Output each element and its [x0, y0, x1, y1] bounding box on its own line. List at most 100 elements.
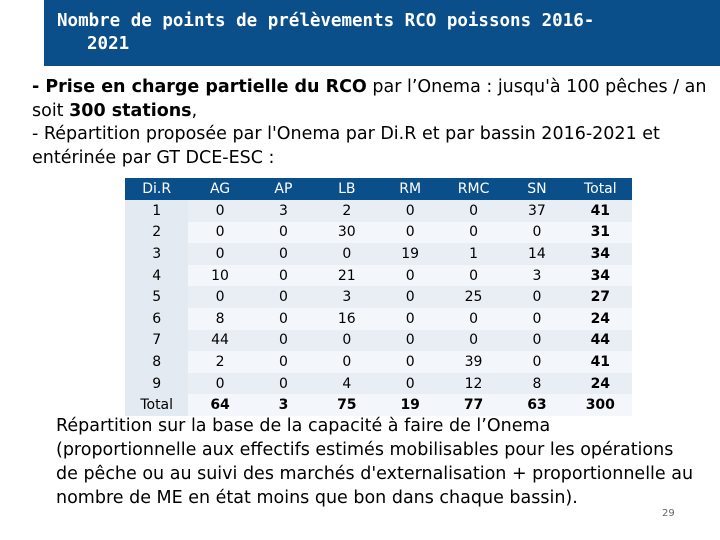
table-cell: 10 — [188, 264, 252, 287]
total-cell: 75 — [315, 394, 379, 416]
row-label: 8 — [125, 351, 189, 373]
table-row: 7 44 0 0 0 0 0 44 — [125, 329, 632, 352]
table-cell: 4 — [315, 372, 379, 395]
column-header-lb: LB — [315, 178, 379, 200]
table-cell: 0 — [378, 351, 442, 373]
table-cell: 0 — [251, 286, 316, 308]
row-label: 3 — [125, 243, 189, 265]
table-cell: 0 — [188, 286, 252, 308]
distribution-table-wrap: Di.R AG AP LB RM RMC SN Total 1 0 3 2 0 … — [125, 178, 632, 416]
table-cell: 44 — [188, 329, 252, 352]
table-cell: 0 — [441, 221, 506, 244]
table-cell: 0 — [441, 200, 506, 222]
table-row: 5 0 0 3 0 25 0 27 — [125, 286, 632, 308]
table-cell: 0 — [505, 221, 569, 244]
column-header-rm: RM — [378, 178, 442, 200]
row-total-cell: 34 — [568, 264, 632, 287]
table-cell: 0 — [441, 329, 506, 352]
intro-paragraph-2: - Répartition proposée par l'Onema par D… — [32, 124, 660, 168]
table-cell: 0 — [315, 351, 379, 373]
table-cell: 0 — [251, 351, 316, 373]
table-cell: 0 — [315, 243, 379, 265]
table-row: 2 0 0 30 0 0 0 31 — [125, 221, 632, 244]
total-row-label: Total — [125, 394, 189, 416]
slide-title-line-2: 2021 — [87, 34, 130, 54]
table-cell: 0 — [251, 372, 316, 395]
intro-bold-stations: 300 stations — [69, 100, 192, 121]
table-cell: 0 — [315, 329, 379, 352]
column-header-dir: Di.R — [125, 178, 189, 200]
table-cell: 0 — [378, 286, 442, 308]
table-cell: 0 — [505, 307, 569, 330]
table-cell: 8 — [188, 307, 252, 330]
column-header-sn: SN — [505, 178, 569, 200]
table-cell: 0 — [251, 329, 316, 352]
row-total-cell: 34 — [568, 243, 632, 265]
table-cell: 14 — [505, 243, 569, 265]
table-cell: 3 — [315, 286, 379, 308]
distribution-note: Répartition sur la base de la capacité à… — [56, 416, 694, 508]
table-cell: 0 — [188, 243, 252, 265]
row-label: 1 — [125, 200, 189, 222]
table-cell: 0 — [251, 264, 316, 287]
column-header-ag: AG — [188, 178, 252, 200]
table-cell: 0 — [378, 200, 442, 222]
table-cell: 8 — [505, 372, 569, 395]
total-cell: 64 — [188, 394, 252, 416]
table-cell: 0 — [378, 221, 442, 244]
page-number: 29 — [662, 508, 675, 519]
table-cell: 0 — [251, 243, 316, 265]
table-row: 3 0 0 0 19 1 14 34 — [125, 243, 632, 265]
table-cell: 0 — [378, 264, 442, 287]
table-cell: 19 — [378, 243, 442, 265]
table-cell: 0 — [251, 221, 316, 244]
table-row: 9 0 0 4 0 12 8 24 — [125, 372, 632, 395]
title-band: Nombre de points de prélèvements RCO poi… — [44, 0, 720, 66]
row-total-cell: 24 — [568, 372, 632, 395]
row-total-cell: 41 — [568, 351, 632, 373]
table-cell: 0 — [188, 372, 252, 395]
table-row: 4 10 0 21 0 0 3 34 — [125, 264, 632, 287]
intro-text: - Prise en charge partielle du RCO par l… — [32, 76, 712, 170]
intro-paragraph-1: - Prise en charge partielle du RCO par l… — [32, 76, 712, 123]
table-cell: 0 — [441, 307, 506, 330]
table-row: 8 2 0 0 0 39 0 41 — [125, 351, 632, 373]
table-cell: 0 — [505, 286, 569, 308]
row-total-cell: 27 — [568, 286, 632, 308]
table-cell: 3 — [251, 200, 316, 222]
total-cell: 77 — [441, 394, 506, 416]
table-header-row: Di.R AG AP LB RM RMC SN Total — [125, 178, 632, 200]
grand-total-cell: 300 — [568, 394, 632, 416]
table-cell: 2 — [315, 200, 379, 222]
total-cell: 19 — [378, 394, 442, 416]
slide-title-line-1: Nombre de points de prélèvements RCO poi… — [57, 11, 595, 31]
table-cell: 0 — [378, 307, 442, 330]
table-cell: 3 — [505, 264, 569, 287]
intro-text-b: , — [191, 100, 198, 121]
table-cell: 39 — [441, 351, 506, 373]
table-row: 6 8 0 16 0 0 0 24 — [125, 307, 632, 330]
table-cell: 0 — [505, 329, 569, 352]
row-label: 7 — [125, 329, 189, 352]
table-cell: 0 — [251, 307, 316, 330]
row-label: 4 — [125, 264, 189, 287]
row-total-cell: 44 — [568, 329, 632, 352]
table-cell: 37 — [505, 200, 569, 222]
distribution-table: Di.R AG AP LB RM RMC SN Total 1 0 3 2 0 … — [125, 178, 632, 416]
table-cell: 0 — [505, 351, 569, 373]
table-cell: 12 — [441, 372, 506, 395]
row-label: 2 — [125, 221, 189, 244]
intro-text-a: par l’Onema : jusqu'à 100 pêches / an so… — [32, 77, 707, 121]
column-header-ap: AP — [251, 178, 316, 200]
table-cell: 0 — [378, 329, 442, 352]
table-total-row: Total 64 3 75 19 77 63 300 — [125, 394, 632, 416]
slide-title: Nombre de points de prélèvements RCO poi… — [57, 10, 707, 56]
row-label: 6 — [125, 307, 189, 330]
table-cell: 21 — [315, 264, 379, 287]
row-label: 9 — [125, 372, 189, 395]
table-cell: 0 — [378, 372, 442, 395]
table-cell: 0 — [441, 264, 506, 287]
table-cell: 25 — [441, 286, 506, 308]
row-total-cell: 24 — [568, 307, 632, 330]
row-total-cell: 41 — [568, 200, 632, 222]
